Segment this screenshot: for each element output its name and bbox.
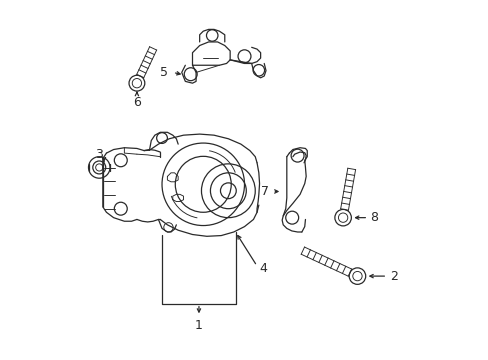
Text: 6: 6 xyxy=(133,96,141,109)
Text: 4: 4 xyxy=(259,262,266,275)
Text: 7: 7 xyxy=(261,185,269,198)
Text: 8: 8 xyxy=(369,211,378,224)
Text: 5: 5 xyxy=(160,66,168,79)
Text: 2: 2 xyxy=(389,270,397,283)
Circle shape xyxy=(96,164,102,171)
Text: 3: 3 xyxy=(95,148,103,161)
Text: 1: 1 xyxy=(195,319,203,332)
